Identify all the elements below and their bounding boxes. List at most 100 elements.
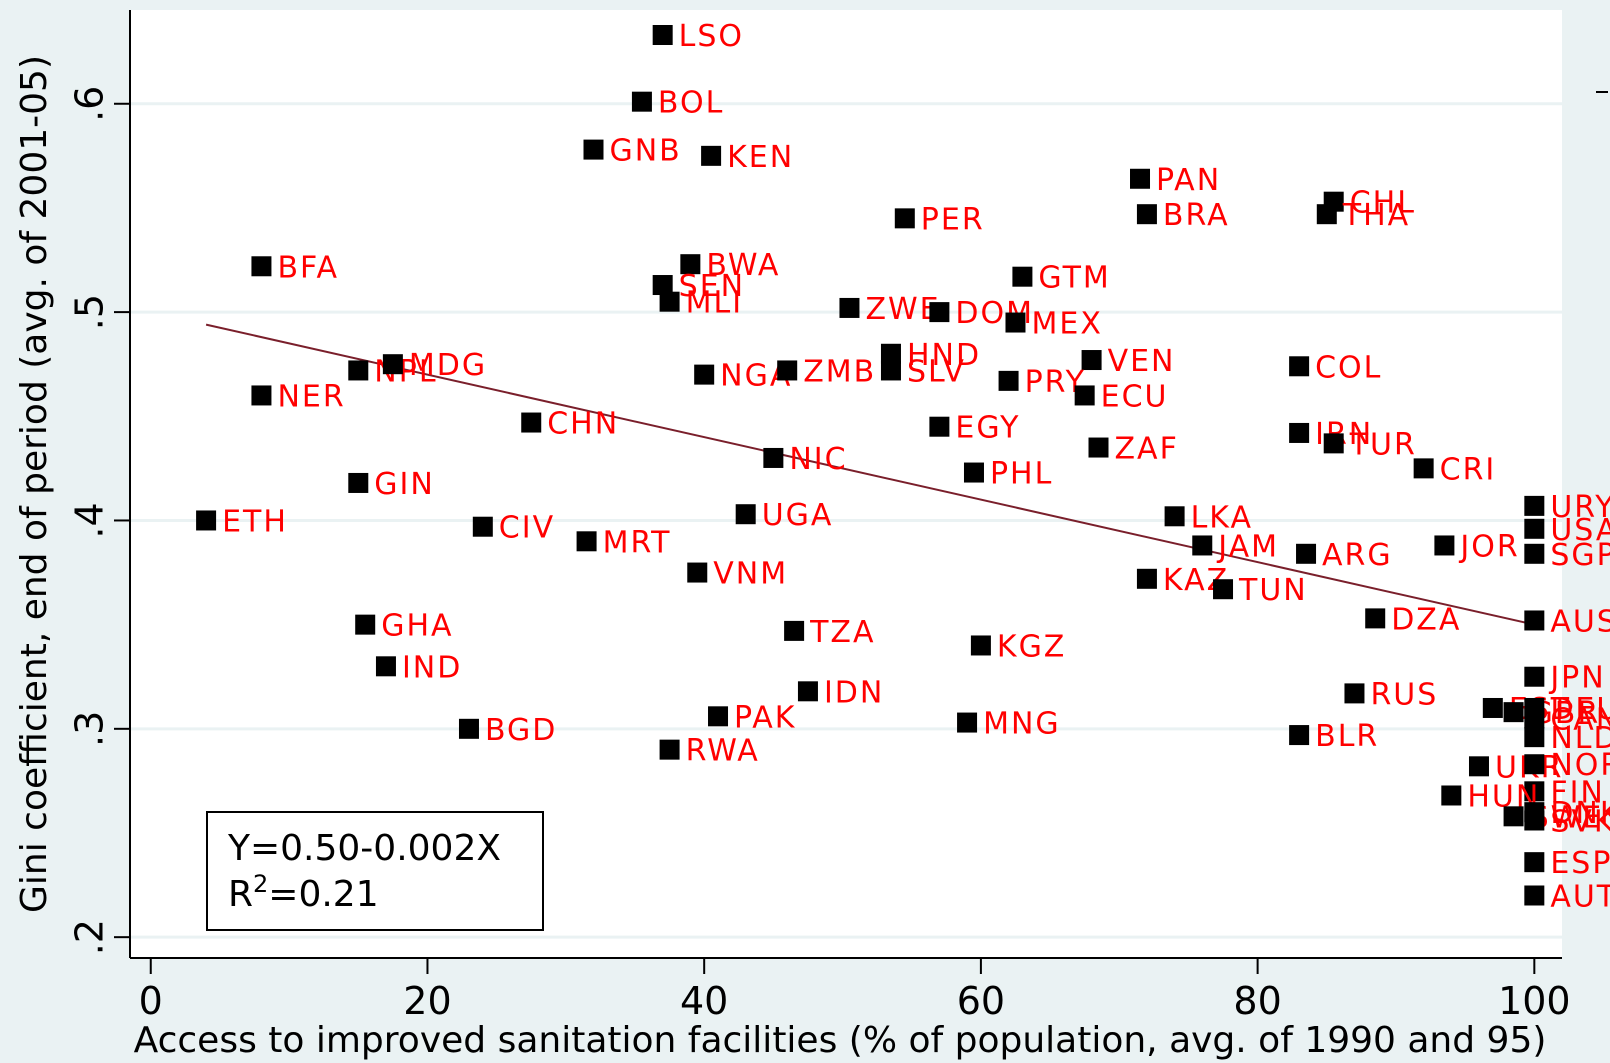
point-label-ury: URY bbox=[1550, 490, 1610, 525]
point-label-per: PER bbox=[921, 202, 985, 237]
point-marker-jam bbox=[1192, 535, 1213, 556]
point-label-chl: CHL bbox=[1350, 186, 1416, 221]
point-marker-jpn bbox=[1524, 666, 1545, 687]
point-marker-ner bbox=[251, 385, 272, 406]
point-label-mng: MNG bbox=[983, 707, 1061, 742]
point-label-rus: RUS bbox=[1370, 677, 1438, 712]
point-label-bra: BRA bbox=[1163, 198, 1230, 233]
r-squared-superscript: 2 bbox=[253, 870, 268, 898]
point-marker-mli bbox=[659, 291, 680, 312]
regression-annotation: Y=0.50-0.002X R2=0.21 bbox=[206, 811, 544, 931]
point-label-col: COL bbox=[1315, 350, 1382, 385]
point-marker-cri bbox=[1413, 458, 1434, 479]
plot-area bbox=[130, 10, 1562, 958]
point-marker-mdg bbox=[382, 354, 403, 375]
point-marker-ind bbox=[375, 656, 396, 677]
point-label-deu: DEU bbox=[1550, 692, 1610, 727]
point-marker-civ bbox=[472, 516, 493, 537]
point-label-svk: SVK bbox=[1550, 804, 1610, 839]
point-marker-bfa bbox=[251, 256, 272, 277]
point-label-fin: FIN bbox=[1550, 775, 1605, 810]
point-marker-pan bbox=[1130, 168, 1151, 189]
point-marker-svk bbox=[1524, 810, 1545, 831]
point-marker-ven bbox=[1081, 350, 1102, 371]
point-marker-bra bbox=[1136, 204, 1157, 225]
point-marker-tza bbox=[784, 620, 805, 641]
point-marker-tur bbox=[1323, 433, 1344, 454]
fit-line-group bbox=[205, 323, 1535, 626]
gridlines bbox=[130, 102, 1562, 939]
point-marker-gnb bbox=[583, 139, 604, 160]
point-marker-phl bbox=[963, 462, 984, 483]
r-squared-value: =0.21 bbox=[268, 874, 378, 915]
point-marker-nor bbox=[1524, 754, 1545, 775]
point-label-sen: SEN bbox=[679, 269, 745, 304]
point-marker-slv bbox=[880, 360, 901, 381]
point-marker-hun bbox=[1441, 785, 1462, 806]
point-marker-kaz bbox=[1136, 568, 1157, 589]
point-label-slv: SLV bbox=[907, 354, 966, 389]
r-squared-label: R bbox=[228, 874, 253, 915]
y-tick-label: .5 bbox=[68, 294, 112, 330]
point-marker-nic bbox=[763, 447, 784, 468]
point-marker-tha bbox=[1316, 204, 1337, 225]
point-label-nic: NIC bbox=[789, 442, 847, 477]
point-marker-mex bbox=[1005, 312, 1026, 333]
x-tick-label: 0 bbox=[139, 979, 163, 1023]
point-marker-blr bbox=[1289, 725, 1310, 746]
point-marker-dza bbox=[1365, 608, 1386, 629]
point-label-esp: ESP bbox=[1550, 846, 1610, 881]
point-marker-irn bbox=[1289, 422, 1310, 443]
point-marker-nld bbox=[1524, 727, 1545, 748]
point-marker-fin bbox=[1524, 781, 1545, 802]
point-label-tza: TZA bbox=[809, 615, 875, 650]
x-tick-label: 40 bbox=[680, 979, 728, 1023]
point-marker-rwa bbox=[659, 739, 680, 760]
point-marker-zaf bbox=[1088, 437, 1109, 458]
point-marker-chn bbox=[521, 412, 542, 433]
regression-equation: Y=0.50-0.002X bbox=[227, 828, 501, 869]
point-label-zmb: ZMB bbox=[803, 354, 876, 389]
x-tick-label: 80 bbox=[1233, 979, 1281, 1023]
point-label-gnb: GNB bbox=[609, 134, 681, 169]
point-label-eth: ETH bbox=[222, 504, 288, 539]
point-marker-nga bbox=[694, 364, 715, 385]
point-label-bfa: BFA bbox=[277, 250, 339, 285]
point-label-gtm: GTM bbox=[1038, 261, 1110, 296]
y-tick-label: .2 bbox=[68, 919, 112, 955]
point-label-jpn: JPN bbox=[1548, 661, 1605, 696]
point-label-pak: PAK bbox=[734, 700, 796, 735]
point-label-gin: GIN bbox=[374, 467, 435, 502]
point-marker-bol bbox=[631, 91, 652, 112]
x-tick-label: 20 bbox=[403, 979, 451, 1023]
point-marker-bgd bbox=[458, 718, 479, 739]
point-label-can: CAN bbox=[1550, 702, 1610, 737]
point-marker-col bbox=[1289, 356, 1310, 377]
point-marker-swe bbox=[1503, 806, 1524, 827]
point-marker-lso bbox=[652, 25, 673, 46]
y-axis-title: Gini coefficient, end of period (avg. of… bbox=[14, 55, 55, 913]
point-label-mrt: MRT bbox=[603, 525, 672, 560]
point-marker-aus bbox=[1524, 610, 1545, 631]
point-marker-can bbox=[1524, 708, 1545, 729]
point-label-ken: KEN bbox=[727, 140, 794, 175]
point-marker-gha bbox=[355, 614, 376, 635]
point-marker-usa bbox=[1524, 518, 1545, 539]
point-label-tur: TUR bbox=[1349, 427, 1417, 462]
point-label-mdg: MDG bbox=[409, 348, 487, 383]
point-label-nor: NOR bbox=[1550, 748, 1610, 783]
point-marker-esp bbox=[1524, 852, 1545, 873]
point-marker-jor bbox=[1434, 535, 1455, 556]
point-label-bwa: BWA bbox=[706, 248, 780, 283]
point-marker-uga bbox=[735, 504, 756, 525]
point-label-zaf: ZAF bbox=[1115, 432, 1179, 467]
point-label-arg: ARG bbox=[1322, 538, 1393, 573]
y-tick-label: .6 bbox=[68, 86, 112, 122]
point-marker-pry bbox=[998, 370, 1019, 391]
point-marker-egy bbox=[929, 416, 950, 437]
point-marker-per bbox=[894, 208, 915, 229]
point-marker-idn bbox=[797, 681, 818, 702]
point-label-aus: AUS bbox=[1550, 604, 1610, 639]
